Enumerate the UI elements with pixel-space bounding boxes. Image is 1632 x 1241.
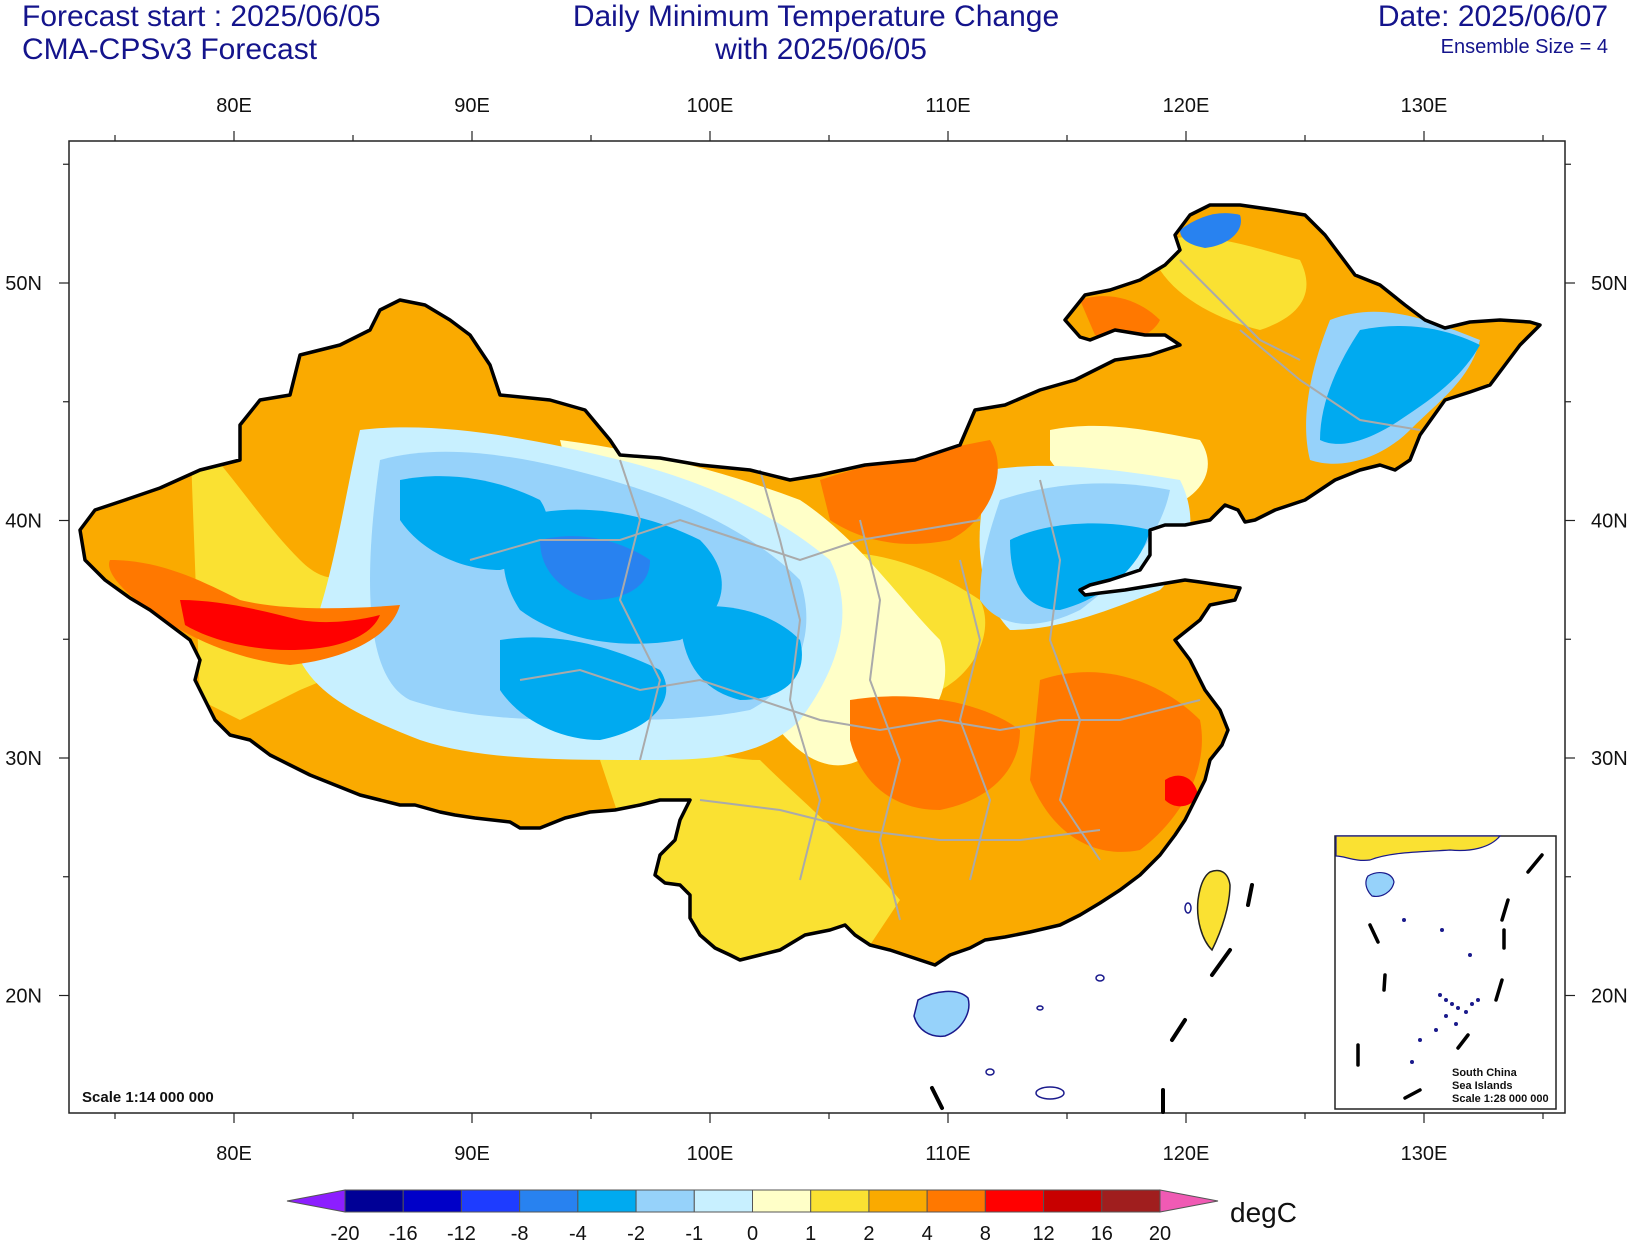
colorbar-tick-label: 8 xyxy=(980,1223,991,1241)
frame-tick-marks xyxy=(59,131,1575,1123)
colorbar-high-arrow xyxy=(1159,1189,1219,1213)
taiwan-island xyxy=(1196,869,1231,952)
colorbar-tick-label: -1 xyxy=(685,1223,703,1241)
lat-label-left: 20N xyxy=(5,986,42,1008)
colorbar-tick-label: 12 xyxy=(1032,1223,1054,1241)
field-strong-warm-west xyxy=(180,600,380,650)
lon-label-bottom: 130E xyxy=(1401,1143,1448,1165)
colorbar-swatch xyxy=(926,1189,986,1213)
field-stronger-cool-west xyxy=(540,536,650,600)
inset-dash-line xyxy=(1356,853,1544,1100)
lon-label-top: 90E xyxy=(454,95,490,117)
colorbar-swatch xyxy=(693,1189,753,1213)
lat-label-left: 30N xyxy=(5,748,42,770)
colorbar-tick-label: -20 xyxy=(331,1223,360,1241)
lat-label-right: 30N xyxy=(1591,748,1628,770)
field-warm-east xyxy=(1030,672,1202,852)
field-strong-cool-ne xyxy=(1320,325,1480,444)
field-warm-central-south xyxy=(850,696,1020,810)
nine-dash-line xyxy=(930,883,1254,1114)
colorbar-swatch xyxy=(868,1189,928,1213)
map-title-line2: with 2025/06/05 xyxy=(715,33,927,66)
lon-label-bottom: 90E xyxy=(454,1143,490,1165)
inset-label-line2: Sea Islands xyxy=(1452,1080,1513,1092)
forecast-start-text: Forecast start : 2025/06/05 xyxy=(22,0,381,33)
colorbar-tick-label: -12 xyxy=(447,1223,476,1241)
colorbar-tick-label: 2 xyxy=(863,1223,874,1241)
colorbar-tick-label: -4 xyxy=(569,1223,587,1241)
lat-label-right: 20N xyxy=(1591,986,1628,1008)
field-strong-cool-east xyxy=(1010,523,1150,610)
lon-label-top: 100E xyxy=(687,95,734,117)
lat-label-right: 50N xyxy=(1591,273,1628,295)
lat-label-left: 40N xyxy=(5,511,42,533)
colorbar-swatch xyxy=(344,1189,404,1213)
lon-label-bottom: 100E xyxy=(687,1143,734,1165)
south-china-sea-inset: South China Sea Islands Scale 1:28 000 0… xyxy=(1334,835,1557,1110)
lon-label-bottom: 80E xyxy=(216,1143,252,1165)
map-scale-text: Scale 1:14 000 000 xyxy=(82,1089,214,1106)
province-boundaries xyxy=(469,259,1421,921)
inset-label-line1: South China xyxy=(1452,1067,1518,1079)
colorbar-swatch xyxy=(402,1189,462,1213)
colorbar-swatch xyxy=(1043,1189,1103,1213)
lon-label-top: 120E xyxy=(1163,95,1210,117)
field-warm-north xyxy=(820,440,998,544)
field-warm-ne xyxy=(1080,296,1160,340)
field-strong-cool-west-c xyxy=(500,637,667,740)
colorbar-tick-label: -2 xyxy=(627,1223,645,1241)
inset-coastline xyxy=(1335,835,1502,862)
colorbar-swatch xyxy=(519,1189,579,1213)
colorbar-tick-label: 4 xyxy=(922,1223,933,1241)
colorbar-swatch xyxy=(635,1189,695,1213)
colorbar-swatch xyxy=(577,1189,637,1213)
colorbar-tick-label: 16 xyxy=(1091,1223,1113,1241)
valid-date-text: Date: 2025/06/07 xyxy=(1377,0,1608,33)
colorbar-tick-label: 20 xyxy=(1149,1223,1171,1241)
colorbar-swatch xyxy=(984,1189,1045,1213)
map-title-line1: Daily Minimum Temperature Change xyxy=(572,0,1060,33)
colorbar-swatch xyxy=(1101,1189,1161,1213)
colorbar-tick-label: -8 xyxy=(511,1223,529,1241)
inset-label-line3: Scale 1:28 000 000 xyxy=(1452,1093,1549,1105)
colorbar-tick-label: 0 xyxy=(747,1223,758,1241)
colorbar-swatch xyxy=(810,1189,870,1213)
field-strong-warm-east xyxy=(1165,775,1198,807)
lat-label-right: 40N xyxy=(1591,511,1628,533)
field-stronger-cool-ne xyxy=(1180,213,1241,248)
lat-label-left: 50N xyxy=(5,273,42,295)
lon-label-bottom: 120E xyxy=(1163,1143,1210,1165)
hainan-island xyxy=(913,990,970,1038)
colorbar-tick-label: -16 xyxy=(389,1223,418,1241)
inset-islets xyxy=(1402,918,1480,1064)
field-slight-warm-ne xyxy=(1160,237,1307,330)
model-name-text: CMA-CPSv3 Forecast xyxy=(22,33,318,66)
lon-label-bottom: 110E xyxy=(925,1143,970,1165)
colorbar-low-arrow xyxy=(286,1189,346,1213)
colorbar-tick-label: 1 xyxy=(805,1223,816,1241)
colorbar-unit-label: degC xyxy=(1230,1197,1297,1228)
ensemble-size-text: Ensemble Size = 4 xyxy=(1440,36,1608,58)
lon-label-top: 130E xyxy=(1401,95,1448,117)
field-strong-cool-west-d xyxy=(680,606,802,700)
lon-label-top: 80E xyxy=(216,95,252,117)
axis-labels: 80E 80E 90E 90E 100E 100E 110E 110E 120E 120E 130E… xyxy=(5,95,1627,1165)
colorbar-swatch xyxy=(752,1189,812,1213)
inset-hainan xyxy=(1365,872,1395,897)
colorbar-swatch xyxy=(460,1189,521,1213)
south-sea-islets xyxy=(985,902,1192,1100)
lon-label-top: 110E xyxy=(925,95,970,117)
color-bar: -20 -16 -12 -8 -4 -2 -1 0 1 2 4 8 12 16 20 xyxy=(286,1189,1219,1241)
